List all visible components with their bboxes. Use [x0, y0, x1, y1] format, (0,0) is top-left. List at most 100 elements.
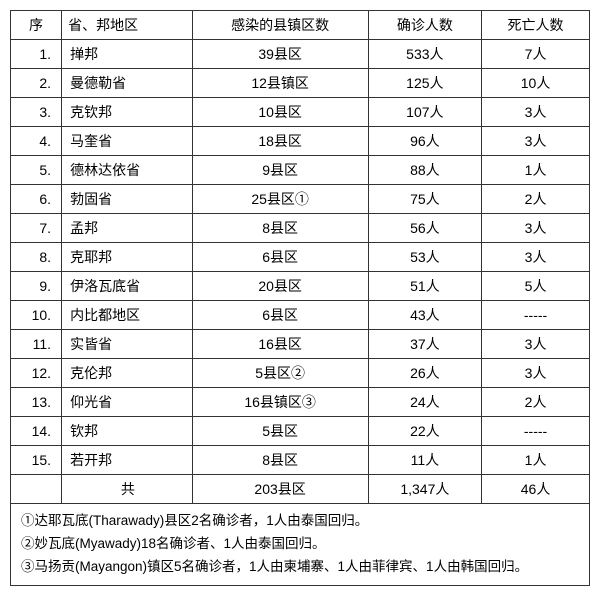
cell-deaths: 3人	[482, 98, 590, 127]
cell-deaths: 10人	[482, 69, 590, 98]
cell-seq: 2.	[11, 69, 62, 98]
table-row: 10.内比都地区6县区43人-----	[11, 301, 590, 330]
cell-deaths: 3人	[482, 127, 590, 156]
col-deaths: 死亡人数	[482, 11, 590, 40]
cell-seq: 10.	[11, 301, 62, 330]
cell-towns: 10县区	[192, 98, 368, 127]
cell-region: 内比都地区	[62, 301, 193, 330]
col-region: 省、邦地区	[62, 11, 193, 40]
table-row: 15.若开邦8县区11人1人	[11, 446, 590, 475]
table-row: 11.实皆省16县区37人3人	[11, 330, 590, 359]
total-cases: 1,347人	[368, 475, 482, 504]
table-row: 9.伊洛瓦底省20县区51人5人	[11, 272, 590, 301]
table-row: 3.克钦邦10县区107人3人	[11, 98, 590, 127]
table-row: 6.勃固省25县区①75人2人	[11, 185, 590, 214]
cell-region: 马奎省	[62, 127, 193, 156]
cell-towns: 12县镇区	[192, 69, 368, 98]
notes-row: ①达耶瓦底(Tharawady)县区2名确诊者，1人由泰国回归。②妙瓦底(Mya…	[11, 504, 590, 586]
cell-region: 掸邦	[62, 40, 193, 69]
cell-seq: 15.	[11, 446, 62, 475]
cell-cases: 43人	[368, 301, 482, 330]
note-line: ③马扬贡(Mayangon)镇区5名确诊者，1人由柬埔寨、1人由菲律宾、1人由韩…	[21, 556, 579, 579]
cell-region: 克伦邦	[62, 359, 193, 388]
cell-region: 曼德勒省	[62, 69, 193, 98]
cell-seq: 12.	[11, 359, 62, 388]
cell-seq: 6.	[11, 185, 62, 214]
cell-cases: 53人	[368, 243, 482, 272]
table-row: 1.掸邦39县区533人7人	[11, 40, 590, 69]
cell-towns: 5县区②	[192, 359, 368, 388]
cell-towns: 6县区	[192, 301, 368, 330]
table-row: 13.仰光省16县镇区③24人2人	[11, 388, 590, 417]
cell-cases: 125人	[368, 69, 482, 98]
cell-region: 若开邦	[62, 446, 193, 475]
col-cases: 确诊人数	[368, 11, 482, 40]
total-label: 共	[62, 475, 193, 504]
cell-deaths: 1人	[482, 446, 590, 475]
cell-towns: 18县区	[192, 127, 368, 156]
cell-deaths: 3人	[482, 214, 590, 243]
table-row: 8.克耶邦6县区53人3人	[11, 243, 590, 272]
cell-cases: 26人	[368, 359, 482, 388]
cell-region: 德林达依省	[62, 156, 193, 185]
cell-region: 仰光省	[62, 388, 193, 417]
total-towns: 203县区	[192, 475, 368, 504]
cell-seq: 4.	[11, 127, 62, 156]
cell-region: 实皆省	[62, 330, 193, 359]
cell-towns: 25县区①	[192, 185, 368, 214]
cell-cases: 56人	[368, 214, 482, 243]
cell-seq: 7.	[11, 214, 62, 243]
cell-deaths: 3人	[482, 330, 590, 359]
cell-cases: 22人	[368, 417, 482, 446]
table-row: 5.德林达依省9县区88人1人	[11, 156, 590, 185]
cell-deaths: 3人	[482, 359, 590, 388]
cell-seq: 8.	[11, 243, 62, 272]
total-blank	[11, 475, 62, 504]
total-row: 共203县区1,347人46人	[11, 475, 590, 504]
cell-towns: 9县区	[192, 156, 368, 185]
cell-towns: 6县区	[192, 243, 368, 272]
cell-cases: 96人	[368, 127, 482, 156]
table-row: 12.克伦邦5县区②26人3人	[11, 359, 590, 388]
cell-seq: 11.	[11, 330, 62, 359]
cell-cases: 51人	[368, 272, 482, 301]
cell-deaths: 2人	[482, 388, 590, 417]
cell-deaths: 7人	[482, 40, 590, 69]
cell-deaths: -----	[482, 301, 590, 330]
cell-cases: 24人	[368, 388, 482, 417]
total-deaths: 46人	[482, 475, 590, 504]
cell-cases: 533人	[368, 40, 482, 69]
col-towns: 感染的县镇区数	[192, 11, 368, 40]
cell-region: 克钦邦	[62, 98, 193, 127]
cell-towns: 20县区	[192, 272, 368, 301]
cell-deaths: 3人	[482, 243, 590, 272]
cell-region: 勃固省	[62, 185, 193, 214]
cell-towns: 16县区	[192, 330, 368, 359]
covid-region-table: 序 省、邦地区 感染的县镇区数 确诊人数 死亡人数 1.掸邦39县区533人7人…	[10, 10, 590, 586]
cell-seq: 9.	[11, 272, 62, 301]
cell-region: 钦邦	[62, 417, 193, 446]
cell-seq: 14.	[11, 417, 62, 446]
cell-cases: 107人	[368, 98, 482, 127]
col-seq: 序	[11, 11, 62, 40]
cell-deaths: 5人	[482, 272, 590, 301]
table-row: 7.孟邦8县区56人3人	[11, 214, 590, 243]
note-line: ①达耶瓦底(Tharawady)县区2名确诊者，1人由泰国回归。	[21, 510, 579, 533]
table-row: 2.曼德勒省12县镇区125人10人	[11, 69, 590, 98]
cell-towns: 16县镇区③	[192, 388, 368, 417]
cell-deaths: 1人	[482, 156, 590, 185]
cell-cases: 75人	[368, 185, 482, 214]
cell-towns: 8县区	[192, 214, 368, 243]
cell-seq: 5.	[11, 156, 62, 185]
cell-towns: 5县区	[192, 417, 368, 446]
table-row: 14.钦邦5县区22人-----	[11, 417, 590, 446]
cell-region: 孟邦	[62, 214, 193, 243]
cell-region: 克耶邦	[62, 243, 193, 272]
cell-seq: 1.	[11, 40, 62, 69]
note-line: ②妙瓦底(Myawady)18名确诊者、1人由泰国回归。	[21, 533, 579, 556]
cell-towns: 8县区	[192, 446, 368, 475]
cell-region: 伊洛瓦底省	[62, 272, 193, 301]
cell-cases: 37人	[368, 330, 482, 359]
cell-deaths: 2人	[482, 185, 590, 214]
cell-seq: 3.	[11, 98, 62, 127]
